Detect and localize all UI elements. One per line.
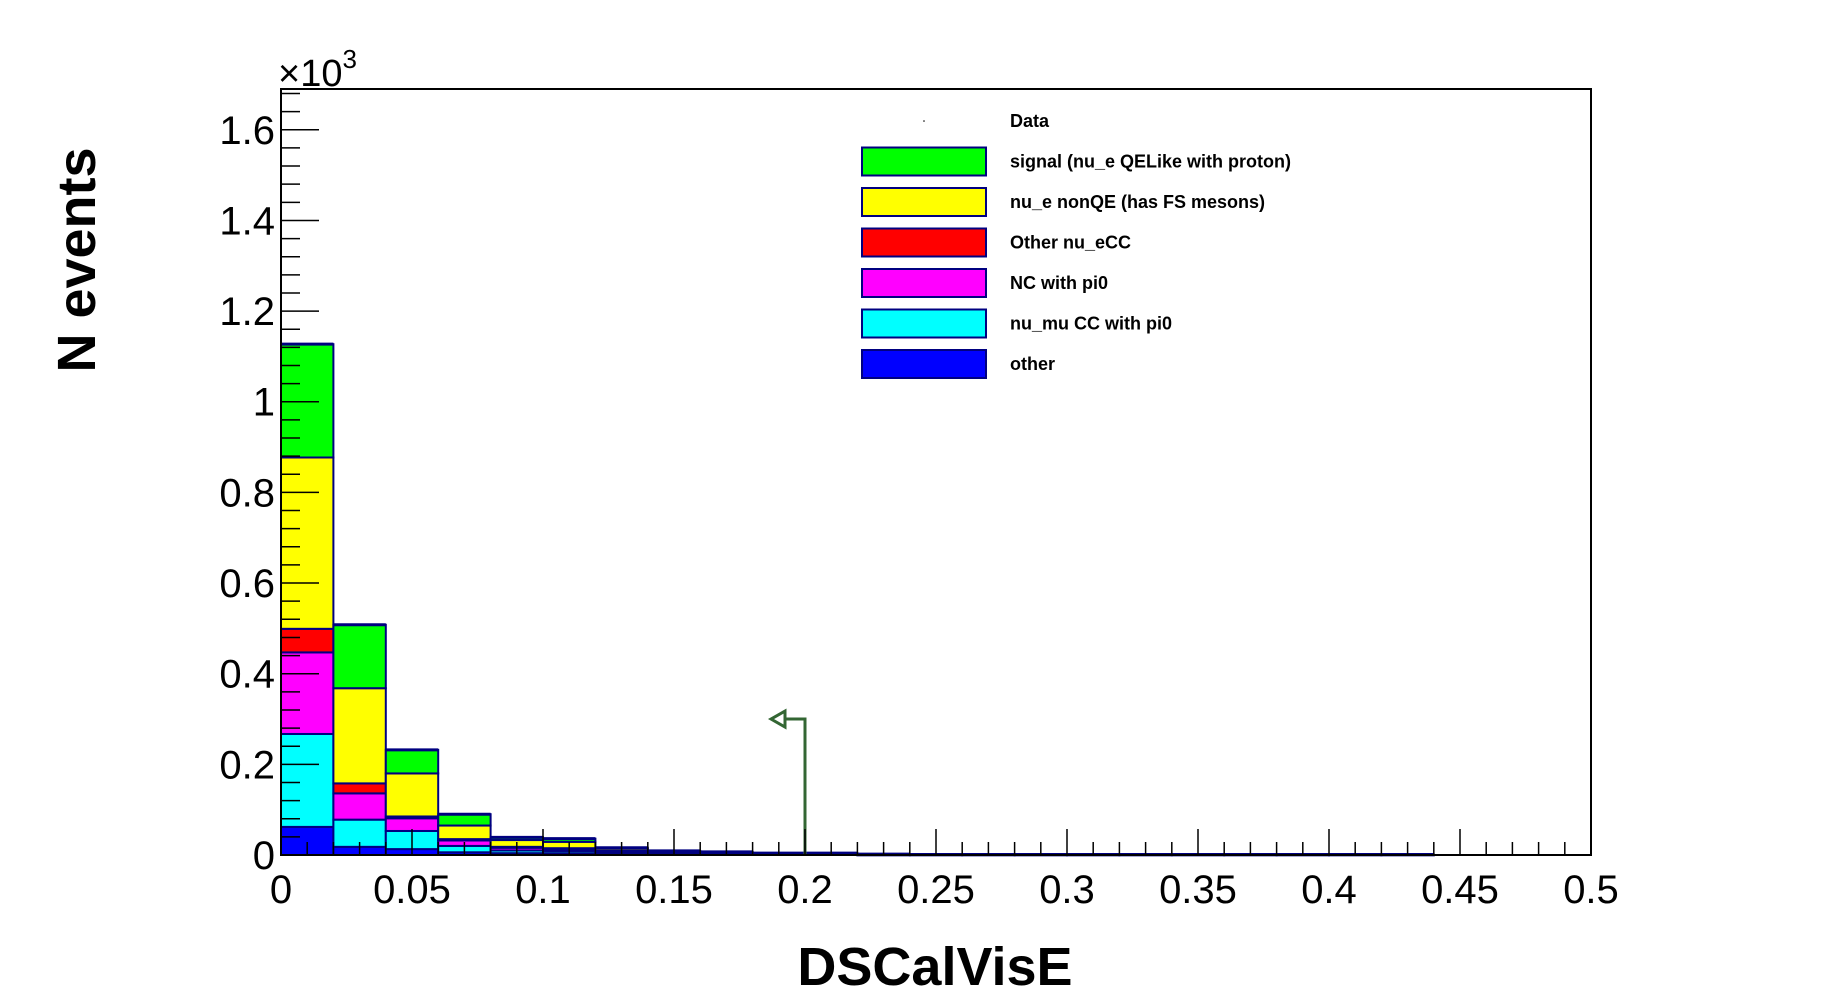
legend-swatch [861,308,987,339]
legend-label: other [1010,354,1055,374]
x-tick-label: 0.3 [1039,868,1095,912]
y-tick-label: 0.6 [219,562,275,606]
bar-s3-b0 [280,627,335,654]
x-tick-label: 0 [270,868,292,912]
legend-swatch [861,268,987,298]
y-tick-label: 1.6 [219,109,275,153]
x-tick-label: 0.35 [1159,868,1237,912]
legend-label: nu_mu CC with pi0 [1010,314,1172,334]
y-axis: 0 0.2 0.4 0.6 0.8 1 1.2 1.4 1.6 [219,92,319,878]
y-tick-label: 1.4 [219,199,275,243]
legend-swatch [861,146,987,177]
legend-entry-3: Other nu_eCC [861,227,1131,258]
bar-s4-b3 [437,824,492,841]
bar-s4-b1 [332,687,387,785]
cut-arrow-head [767,708,787,730]
y-tick-label: 1 [253,381,275,425]
bar-s4-b2 [384,772,440,818]
cut-arrow-line [781,717,807,855]
legend-entry-6: other [861,349,1055,379]
y-tick-label: 0.4 [219,653,275,697]
legend-entry-1: signal (nu_e QELike with proton) [861,146,1291,177]
bar-s2-b1 [332,792,387,821]
legend-entry-4: NC with pi0 [861,268,1108,298]
x-tick-label: 0.4 [1301,868,1357,912]
bar-s1-b0 [280,732,335,828]
legend-label: signal (nu_e QELike with proton) [1010,152,1291,172]
cut-marker [767,708,807,855]
y-tick-label: 0 [253,834,275,878]
legend-swatch [861,227,987,258]
y-axis-title: N events [47,147,107,372]
x-tick-label: 0.25 [897,868,975,912]
bar-s5-b3 [437,813,492,827]
legend-swatch [861,187,987,217]
bar-s3-b1 [332,782,387,795]
histogram-bars [280,342,1435,857]
legend-label: Data [1010,111,1050,131]
x-axis: 0 0.05 0.1 0.15 0.2 0.25 0.3 0.35 0.4 0.45 0.5 [270,829,1619,912]
x-tick-label: 0.05 [373,868,451,912]
bar-s5-b0 [280,343,335,459]
x-axis-title: DSCalVisE [797,937,1072,992]
bar-s5-b2 [384,748,440,775]
x-tick-label: 0.1 [515,868,571,912]
y-multiplier-base: ×10 [278,53,342,95]
bar-s2-b0 [280,651,335,735]
legend-entry-0: Data [923,111,1050,131]
legend-entry-5: nu_mu CC with pi0 [861,308,1172,339]
legend-entry-2: nu_e nonQE (has FS mesons) [861,187,1265,217]
x-tick-label: 0.5 [1563,868,1619,912]
legend-label: nu_e nonQE (has FS mesons) [1010,192,1265,212]
bar-s4-b0 [280,456,335,630]
legend: Data signal (nu_e QELike with proton) nu_e… [861,111,1291,379]
legend-swatch [861,349,987,379]
stack-outline [281,342,1434,857]
legend-marker [923,120,925,122]
bar-s5-b1 [332,623,387,690]
y-tick-label: 1.2 [219,290,275,334]
y-tick-label: 0.2 [219,743,275,787]
legend-label: NC with pi0 [1010,273,1108,293]
x-tick-label: 0.45 [1421,868,1499,912]
legend-label: Other nu_eCC [1010,233,1131,253]
y-tick-label: 0.8 [219,471,275,515]
y-multiplier-exponent: 3 [342,44,356,74]
x-tick-label: 0.2 [777,868,833,912]
x-tick-label: 0.15 [635,868,713,912]
y-multiplier: ×103 [278,44,357,95]
